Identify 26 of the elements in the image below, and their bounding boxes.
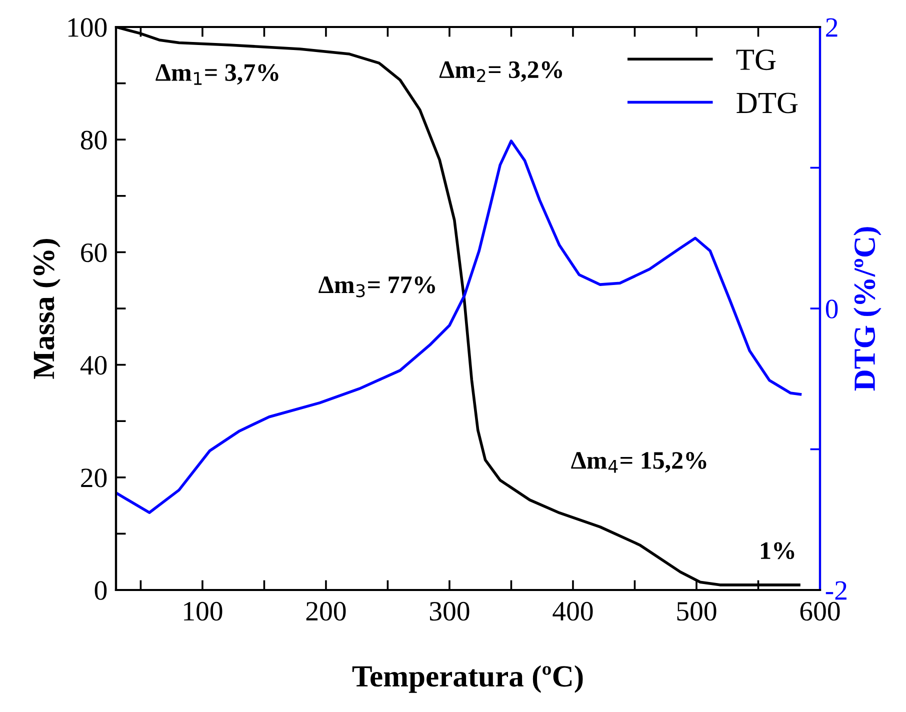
x-tick-label: 400 (552, 602, 593, 621)
y2-tick-label: -2 (826, 581, 846, 600)
y-tick-label: 60 (81, 243, 107, 262)
annotation: Δm$_{2}$= 3,2% (439, 61, 562, 82)
x-tick-label: 100 (184, 602, 222, 621)
annotation: 1% (761, 542, 794, 560)
y-tick-label: 80 (80, 130, 107, 150)
y-tick-label: 20 (81, 468, 107, 488)
x-tick-label: 200 (306, 602, 346, 621)
y2-tick-label: 0 (826, 300, 838, 318)
y-tick-label: 100 (68, 18, 107, 37)
y-tick-label: 0 (94, 581, 107, 600)
line-series (116, 140, 802, 514)
annotation: Δm$_{4}$= 15,2% (571, 452, 706, 473)
annotation: Δm$_{3}$= 77% (318, 276, 435, 298)
legend-label: DTG (736, 92, 798, 114)
y2-tick-label: 2 (826, 18, 838, 37)
y-tick-label: 40 (80, 356, 107, 375)
legend-label: TG (736, 50, 776, 70)
y-axis-title: Massa (%) (32, 238, 60, 379)
x-tick-label: 500 (677, 602, 716, 621)
x-tick-label: 600 (800, 602, 840, 621)
y2-axis-title: DTG (%/ºC) (854, 227, 882, 391)
annotation: Δm$_{1}$= 3,7% (156, 64, 278, 85)
x-tick-label: 300 (430, 602, 470, 621)
x-axis-title: Temperatura (ºC) (352, 665, 583, 693)
